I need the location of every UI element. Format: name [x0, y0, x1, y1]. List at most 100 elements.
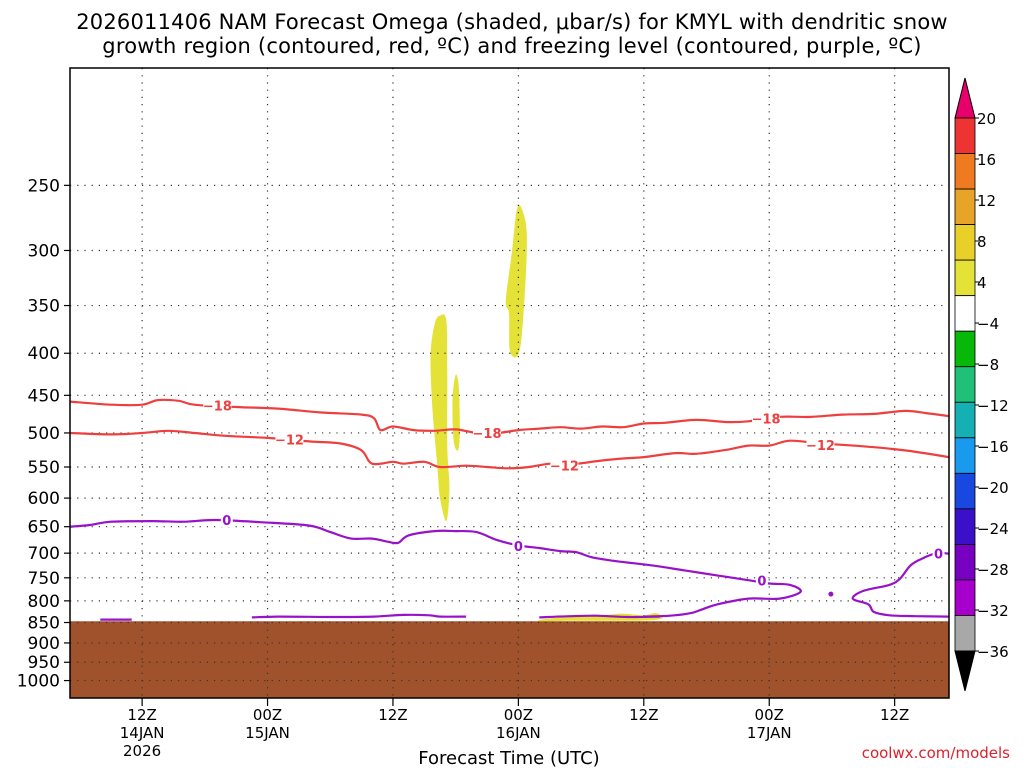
y-tick-label: 500	[28, 424, 60, 444]
colorbar-swatch	[954, 188, 976, 225]
terrain-fill	[70, 621, 949, 698]
colorbar-label: −8	[977, 356, 999, 374]
y-tick-label: 300	[28, 241, 60, 261]
colorbar-top-arrow	[954, 77, 976, 119]
colorbar-swatch	[954, 472, 976, 510]
colorbar-label: −12	[977, 397, 1009, 415]
colorbar-swatch	[954, 544, 976, 581]
colorbar-label: −36	[977, 643, 1009, 661]
watermark-url: coolwx.com/models	[861, 744, 1010, 762]
x-tick-label: 00Z	[504, 706, 533, 724]
dendritic-contour--12	[69, 429, 950, 470]
colorbar-swatch	[954, 579, 976, 616]
colorbar-swatch	[954, 259, 976, 297]
contour-label: −12	[806, 439, 835, 454]
contour-label-bg	[203, 398, 232, 413]
x-tick-label: 2026	[123, 742, 161, 760]
x-tick-label: 14JAN	[120, 724, 165, 742]
omega-region-mid-right	[452, 374, 460, 451]
contour-label-bg	[752, 411, 781, 426]
contour-label: −12	[550, 460, 579, 475]
x-tick-label: 12Z	[880, 706, 909, 724]
contour-label: −18	[203, 399, 232, 414]
dendritic-contour--18	[69, 398, 950, 435]
y-tick-label: 400	[28, 344, 60, 364]
x-tick-label: 16JAN	[496, 724, 541, 742]
contour-label: 0	[934, 548, 943, 563]
y-tick-label: 600	[28, 489, 60, 509]
colorbar-swatch	[954, 437, 976, 474]
contour-label-bg	[220, 513, 233, 528]
contour-label-bg	[550, 458, 579, 473]
omega-region-mid-left	[430, 314, 450, 522]
colorbar-swatch	[954, 330, 976, 368]
freezing-contour-0-main	[69, 518, 802, 618]
colorbar-swatch	[954, 366, 976, 403]
y-tick-label: 650	[28, 518, 60, 538]
contour-label-bg	[512, 538, 525, 553]
contour-label: 0	[757, 575, 766, 590]
colorbar-swatch	[954, 153, 976, 190]
x-tick-label: 12Z	[127, 706, 156, 724]
omega-region-upper-tall	[505, 204, 527, 358]
x-tick-label: 15JAN	[245, 724, 290, 742]
colorbar-bottom-arrow	[954, 650, 976, 692]
omega-region-low-band	[538, 613, 663, 622]
freezing-contour-dot	[828, 591, 834, 597]
contour-label-bg	[932, 546, 945, 561]
plot-frame	[69, 67, 950, 699]
chart-title-line-1: 2026011406 NAM Forecast Omega (shaded, μ…	[76, 10, 948, 34]
y-tick-label: 950	[28, 653, 60, 673]
x-tick-label: 12Z	[378, 706, 407, 724]
chart-title-line-2: growth region (contoured, red, ºC) and f…	[102, 34, 922, 58]
colorbar-swatch	[954, 401, 976, 439]
y-tick-label: 700	[28, 544, 60, 564]
colorbar-label: 16	[977, 151, 996, 169]
colorbar-label: 4	[977, 274, 987, 292]
contour-label-bg	[473, 425, 502, 440]
terrain-layer	[70, 621, 949, 698]
grid-layer	[70, 68, 949, 698]
freezing-contour-0-right	[851, 551, 950, 618]
colorbar-label: −32	[977, 602, 1009, 620]
y-tick-label: 450	[28, 386, 60, 406]
colorbar-label: 20	[977, 110, 996, 128]
colorbar-label: −20	[977, 479, 1009, 497]
contour-label-bg	[275, 432, 304, 447]
y-tick-label: 250	[28, 176, 60, 196]
omega-shading-layer	[430, 204, 663, 622]
x-tick-label: 17JAN	[747, 724, 792, 742]
y-axis: 2503003504004505005506006507007508008509…	[17, 176, 70, 692]
colorbar-swatch	[954, 117, 976, 154]
colorbar-swatch	[954, 224, 976, 261]
colorbar-label: 12	[977, 192, 996, 210]
contour-label-bg	[806, 437, 835, 452]
contour-layer	[69, 398, 950, 621]
colorbar-swatch	[954, 295, 976, 332]
y-tick-label: 750	[28, 569, 60, 589]
contour-label-layer: −18 −18 −18 −12 −12 −12 0 0 0 0	[203, 398, 945, 590]
contour-label: 0	[514, 540, 523, 555]
y-tick-label: 1000	[17, 672, 60, 692]
y-tick-label: 900	[28, 634, 60, 654]
contour-label: 0	[222, 514, 231, 529]
colorbar-swatch	[954, 508, 976, 545]
contour-label-bg	[755, 573, 768, 588]
colorbar-label: −4	[977, 315, 999, 333]
y-tick-label: 800	[28, 592, 60, 612]
x-tick-label: 00Z	[755, 706, 784, 724]
contour-label: −18	[752, 412, 781, 427]
colorbar-label: −28	[977, 561, 1009, 579]
y-tick-label: 850	[28, 614, 60, 634]
x-tick-label: 00Z	[253, 706, 282, 724]
freezing-contour-0-near-ground-3	[539, 614, 660, 619]
freezing-contour-0-near-ground-1	[251, 613, 467, 619]
colorbar-swatch	[954, 615, 976, 652]
x-axis-title: Forecast Time (UTC)	[418, 748, 599, 768]
y-tick-label: 350	[28, 297, 60, 317]
contour-label: −12	[275, 433, 304, 448]
colorbar-label: −16	[977, 438, 1009, 456]
x-tick-label: 12Z	[629, 706, 658, 724]
contour-label: −18	[473, 427, 502, 442]
